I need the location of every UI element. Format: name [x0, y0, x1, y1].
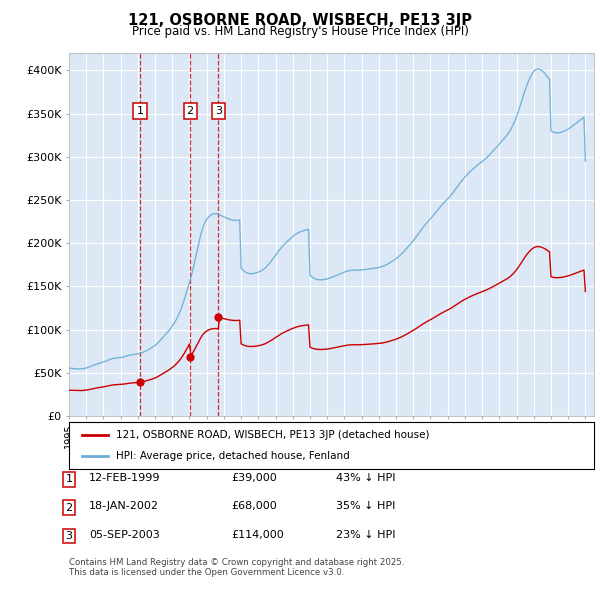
Text: 2: 2: [187, 106, 194, 116]
Text: £68,000: £68,000: [231, 502, 277, 511]
Text: 05-SEP-2003: 05-SEP-2003: [89, 530, 160, 539]
Text: 43% ↓ HPI: 43% ↓ HPI: [336, 473, 395, 483]
Text: 18-JAN-2002: 18-JAN-2002: [89, 502, 159, 511]
Text: 35% ↓ HPI: 35% ↓ HPI: [336, 502, 395, 511]
Text: 3: 3: [215, 106, 222, 116]
Text: 121, OSBORNE ROAD, WISBECH, PE13 3JP: 121, OSBORNE ROAD, WISBECH, PE13 3JP: [128, 13, 472, 28]
Text: 1: 1: [65, 474, 73, 484]
Text: £114,000: £114,000: [231, 530, 284, 539]
Text: Contains HM Land Registry data © Crown copyright and database right 2025.
This d: Contains HM Land Registry data © Crown c…: [69, 558, 404, 577]
Text: 2: 2: [65, 503, 73, 513]
Text: 1: 1: [136, 106, 143, 116]
Text: HPI: Average price, detached house, Fenland: HPI: Average price, detached house, Fenl…: [116, 451, 350, 461]
Text: 3: 3: [65, 531, 73, 541]
Text: £39,000: £39,000: [231, 473, 277, 483]
Text: Price paid vs. HM Land Registry's House Price Index (HPI): Price paid vs. HM Land Registry's House …: [131, 25, 469, 38]
Text: 12-FEB-1999: 12-FEB-1999: [89, 473, 160, 483]
Text: 121, OSBORNE ROAD, WISBECH, PE13 3JP (detached house): 121, OSBORNE ROAD, WISBECH, PE13 3JP (de…: [116, 430, 430, 440]
Text: 23% ↓ HPI: 23% ↓ HPI: [336, 530, 395, 539]
